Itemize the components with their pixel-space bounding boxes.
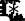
- Text: *: *: [10, 0, 23, 12]
- Bar: [18, 15, 19, 19]
- Text: *: *: [0, 0, 11, 3]
- Bar: [20, 16, 22, 19]
- Text: *: *: [5, 0, 18, 12]
- Text: *: *: [8, 0, 21, 16]
- Bar: [5, 15, 6, 19]
- Legend: Control, lactofen, fomesafen: Control, lactofen, fomesafen: [0, 15, 10, 21]
- Text: *: *: [0, 0, 12, 15]
- Text: * = Significant (gives departure from 1:1 ratio) p > 0.05
Values > 1 = more male: * = Significant (gives departure from 1:…: [8, 4, 25, 21]
- Bar: [14, 16, 15, 19]
- Text: *: *: [4, 0, 17, 15]
- Bar: [11, 12, 12, 19]
- Bar: [4, 4, 5, 19]
- Bar: [16, 13, 17, 19]
- Bar: [6, 14, 7, 19]
- Bar: [10, 15, 11, 19]
- Bar: [9, 14, 10, 19]
- Text: *: *: [3, 0, 16, 13]
- Bar: [15, 16, 16, 19]
- Bar: [19, 14, 20, 19]
